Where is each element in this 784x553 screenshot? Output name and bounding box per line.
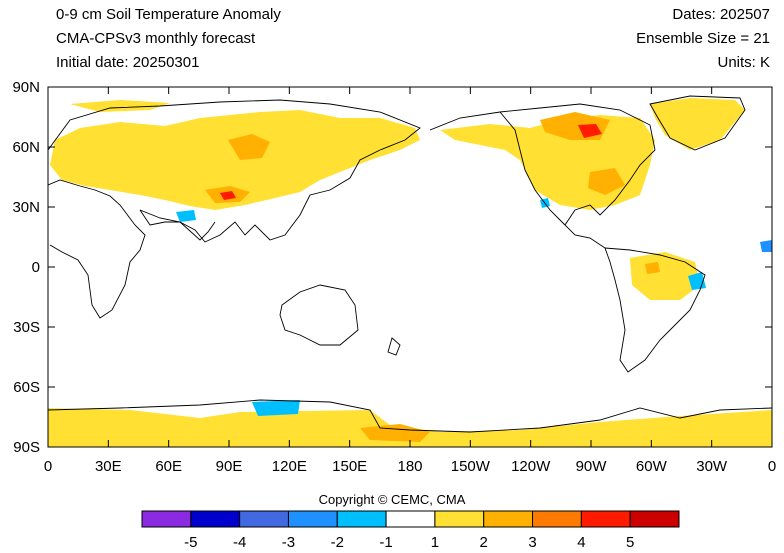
initial-date: Initial date: 20250301 [56,54,200,71]
colorbar-label: -1 [379,534,392,551]
colorbar-label: 2 [480,534,488,551]
north-america-coast [429,103,656,249]
lat-tick-label: 60N [12,139,40,156]
lon-tick-label: 120E [272,458,307,475]
greenland-coast [649,95,746,151]
north-america-west-coast [499,111,566,226]
colorbar-swatch [532,510,582,528]
colorbar-swatch [434,510,485,528]
colorbar-swatch [141,510,192,528]
colorbar-label: -4 [233,534,246,551]
colorbar-swatch [239,510,289,528]
colorbar-swatch [629,510,680,528]
australia-coast [279,284,359,346]
anomaly-shading [48,98,772,447]
arabia-india-coast [139,209,216,241]
lon-tick-label: 150W [451,458,491,475]
coastlines [48,95,772,433]
eurasia-coast [48,99,421,243]
ensemble-size: Ensemble Size = 21 [636,30,770,47]
lat-tick-label: 30S [13,319,40,336]
antarctica-coast [48,399,772,433]
lat-tick-label: 90N [12,79,40,96]
colorbar-swatch [287,510,338,528]
lat-tick-label: 30N [12,199,40,216]
lon-tick-label: 60E [155,458,182,475]
greenland-warm-region [650,98,745,150]
lon-tick-label: 0 [44,458,52,475]
colorbar-label: 3 [528,534,536,551]
lat-tick-label: 90S [13,439,40,456]
longitude-axis: 0 30E 60E 90E 120E 150E 180 150W 120W 90W 60W 30W 0 [44,87,776,475]
eurasia-warm-region [50,110,420,210]
siberia-warm-core [228,134,270,160]
latitude-axis: 90N 60N 30N 0 30S 60S 90S [12,79,772,456]
model-subtitle: CMA-CPSv3 monthly forecast [56,30,256,47]
copyright-notice: Copyright © CEMC, CMA [318,492,466,507]
map-title: 0-9 cm Soil Temperature Anomaly [56,6,281,23]
new-zealand-coast [387,337,401,356]
colorbar-label: 4 [577,534,585,551]
africa-coast [48,179,146,319]
arctic-strip-warm [70,100,170,112]
lon-tick-label: 30W [696,458,728,475]
lon-tick-label: 150E [332,458,367,475]
lon-tick-label: 90E [216,458,243,475]
colorbar-label: -5 [184,534,197,551]
lon-tick-label: 60W [636,458,668,475]
us-midwest-hotspot [588,168,625,195]
colorbar-label: 5 [626,534,634,551]
colorbar-swatch [336,510,387,528]
units-label: Units: K [717,54,770,71]
south-america-coast [604,247,706,373]
central-asia-red-spot [220,191,236,200]
antarctica-cool-patch [252,400,300,416]
lat-tick-label: 60S [13,379,40,396]
lon-tick-label: 120W [511,458,551,475]
lon-tick-label: 90W [576,458,608,475]
colorbar-swatch [385,510,436,528]
colorbar-swatch [190,510,241,528]
colorbar-swatch [580,510,631,528]
colorbar-label: -3 [282,534,295,551]
colorbar-swatch [483,510,534,528]
lon-tick-label: 0 [768,458,776,475]
amazon-hotspot [645,262,660,274]
forecast-dates: Dates: 202507 [672,6,770,23]
pakistan-cool-patch [176,210,196,222]
antarctica-hotspot [360,424,430,442]
lat-tick-label: 0 [32,259,40,276]
antarctica-warm-strip [48,408,772,447]
colorbar: -5 -4 -3 -2 -1 1 2 3 4 5 [141,510,680,551]
lon-tick-label: 180 [397,458,422,475]
west-africa-cool-patch [760,240,772,252]
colorbar-label: -2 [331,534,344,551]
colorbar-label: 1 [431,534,439,551]
lon-tick-label: 30E [95,458,122,475]
hudson-bay-red-spot [578,124,602,138]
